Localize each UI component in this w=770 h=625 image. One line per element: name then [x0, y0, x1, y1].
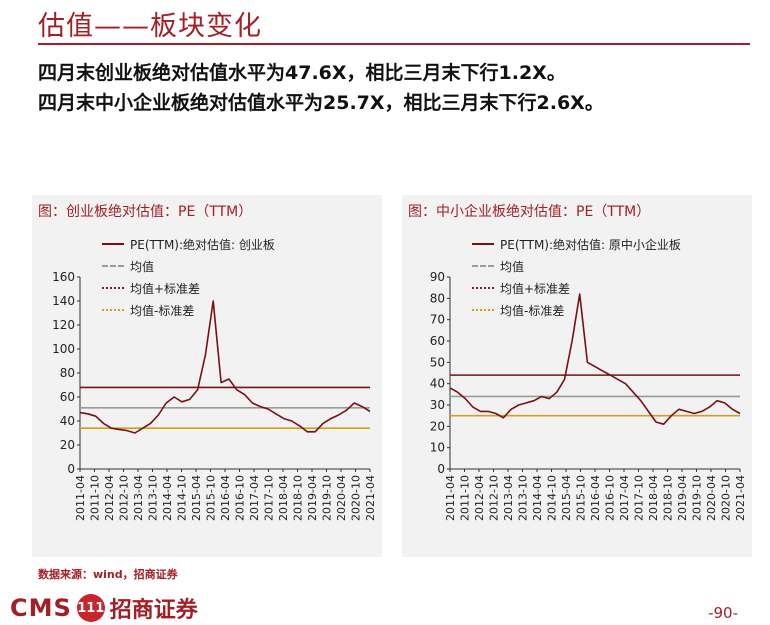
page-number: -90-	[708, 604, 738, 622]
x-tick-label: 2015-10	[575, 475, 588, 521]
brand-logo: CMS 111 招商证券	[10, 592, 198, 624]
y-tick-label: 120	[52, 318, 75, 332]
x-tick-label: 2018-04	[277, 475, 290, 521]
y-tick-label: 0	[437, 462, 445, 476]
x-tick-label: 2012-04	[103, 475, 116, 521]
chart-legend: PE(TTM):绝对估值: 创业板 均值 均值+标准差 均值-标准差	[102, 233, 275, 321]
x-tick-label: 2016-04	[589, 475, 602, 521]
pe-series-line	[449, 293, 741, 425]
legend-item-lower: 均值-标准差	[472, 299, 681, 321]
legend-item-pe: PE(TTM):绝对估值: 原中小企业板	[472, 233, 681, 255]
y-tick-label: 40	[430, 377, 445, 391]
x-tick-label: 2013-10	[517, 475, 530, 521]
logo-cn-text: 招商证券	[109, 598, 198, 623]
y-tick-label: 20	[60, 438, 75, 452]
x-tick-label: 2012-04	[473, 475, 486, 521]
x-tick-label: 2015-04	[190, 475, 203, 521]
y-tick-label: 80	[60, 366, 75, 380]
legend-item-upper: 均值+标准差	[472, 277, 681, 299]
x-tick-label: 2013-04	[502, 475, 515, 521]
legend-item-mean: 均值	[472, 255, 681, 277]
x-tick-label: 2019-10	[691, 475, 704, 521]
x-tick-label: 2015-04	[560, 475, 573, 521]
x-tick-label: 2020-04	[705, 475, 718, 521]
y-tick-label: 60	[60, 390, 75, 404]
logo-cms-text: CMS	[10, 594, 72, 622]
logo-badge-icon: 111	[76, 594, 105, 622]
x-tick-label: 2021-04	[364, 475, 377, 521]
x-tick-label: 2017-04	[248, 475, 261, 521]
legend-item-mean: 均值	[102, 255, 275, 277]
legend-item-upper: 均值+标准差	[102, 277, 275, 299]
y-tick-label: 70	[430, 313, 445, 327]
x-tick-label: 2016-10	[604, 475, 617, 521]
legend-item-lower: 均值-标准差	[102, 299, 275, 321]
x-tick-label: 2011-04	[74, 475, 87, 521]
x-tick-label: 2020-10	[720, 475, 733, 521]
x-tick-label: 2016-10	[234, 475, 247, 521]
y-tick-label: 60	[430, 334, 445, 348]
pe-series-line	[79, 300, 371, 434]
summary-line-2: 四月末中小企业板绝对估值水平为25.7X，相比三月末下行2.6X。	[38, 92, 604, 114]
x-tick-label: 2013-10	[147, 475, 160, 521]
y-tick-label: 50	[430, 355, 445, 369]
x-tick-label: 2017-04	[618, 475, 631, 521]
x-tick-label: 2011-10	[89, 475, 102, 521]
y-tick-label: 40	[60, 414, 75, 428]
legend-item-pe: PE(TTM):绝对估值: 创业板	[102, 233, 275, 255]
summary-line-1: 四月末创业板绝对估值水平为47.6X，相比三月末下行1.2X。	[38, 62, 566, 84]
y-tick-label: 160	[52, 270, 75, 284]
x-tick-label: 2019-04	[306, 475, 319, 521]
x-tick-label: 2011-10	[459, 475, 472, 521]
y-tick-label: 90	[430, 270, 445, 284]
x-tick-label: 2018-04	[647, 475, 660, 521]
y-tick-label: 100	[52, 342, 75, 356]
y-tick-label: 30	[430, 398, 445, 412]
chart-legend: PE(TTM):绝对估值: 原中小企业板 均值 均值+标准差 均值-标准差	[472, 233, 681, 321]
x-tick-label: 2020-04	[335, 475, 348, 521]
x-tick-label: 2017-10	[633, 475, 646, 521]
x-tick-label: 2012-10	[488, 475, 501, 521]
x-tick-label: 2016-04	[219, 475, 232, 521]
y-tick-label: 140	[52, 294, 75, 308]
chart-panel-chinext: 图：创业板绝对估值：PE（TTM） PE(TTM):绝对估值: 创业板 均值 均…	[32, 195, 382, 557]
chart-panel-sme: 图：中小企业板绝对估值：PE（TTM） PE(TTM):绝对估值: 原中小企业板…	[402, 195, 752, 557]
y-tick-label: 20	[430, 419, 445, 433]
x-tick-label: 2014-10	[546, 475, 559, 521]
x-tick-label: 2019-04	[676, 475, 689, 521]
x-tick-label: 2014-04	[161, 475, 174, 521]
y-tick-label: 80	[430, 291, 445, 305]
y-tick-label: 0	[67, 462, 75, 476]
x-tick-label: 2014-10	[176, 475, 189, 521]
title-underline	[38, 43, 750, 45]
chart-title: 图：创业板绝对估值：PE（TTM）	[38, 204, 253, 220]
chart-title: 图：中小企业板绝对估值：PE（TTM）	[408, 204, 651, 220]
x-tick-label: 2017-10	[263, 475, 276, 521]
x-tick-label: 2021-04	[734, 475, 747, 521]
data-source: 数据来源：wind，招商证券	[38, 568, 178, 581]
x-tick-label: 2014-04	[531, 475, 544, 521]
x-tick-label: 2011-04	[444, 475, 457, 521]
x-tick-label: 2012-10	[118, 475, 131, 521]
chart-svg-sme: 0 10 20 30 40 50 60 70 80 90 2011-04 2011-10 2012-04…	[430, 270, 747, 521]
x-tick-label: 2020-10	[350, 475, 363, 521]
x-tick-label: 2015-10	[205, 475, 218, 521]
x-tick-label: 2019-10	[321, 475, 334, 521]
y-tick-label: 10	[430, 441, 445, 455]
x-tick-label: 2013-04	[132, 475, 145, 521]
x-tick-label: 2018-10	[662, 475, 675, 521]
x-tick-label: 2018-10	[292, 475, 305, 521]
page-title: 估值——板块变化	[38, 11, 262, 42]
